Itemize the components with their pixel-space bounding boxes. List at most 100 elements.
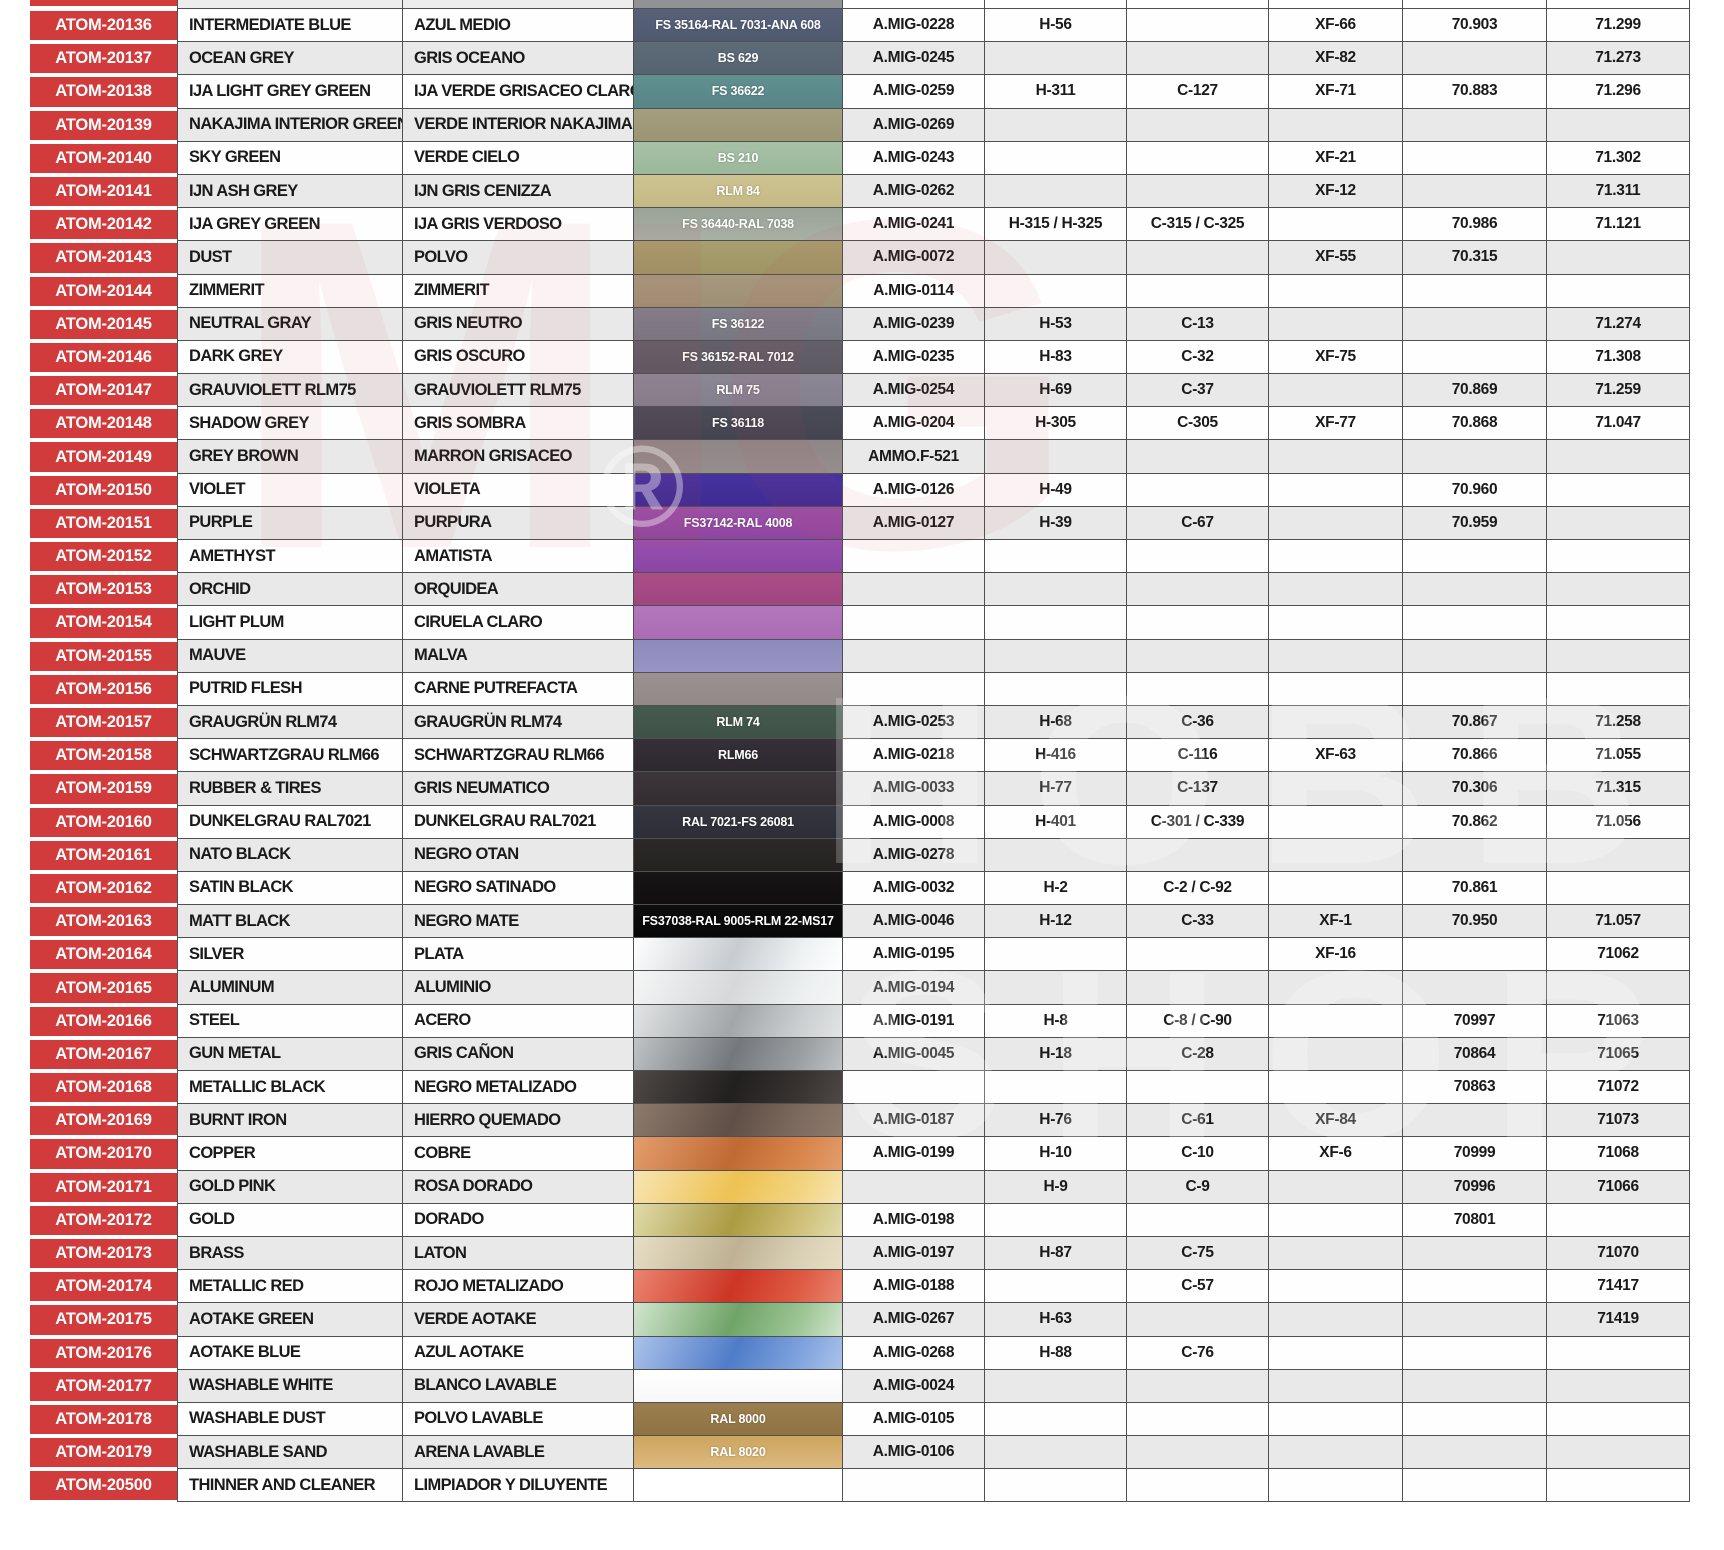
tamiya-xf-ref-cell: XF-66 — [1269, 9, 1403, 43]
name-spanish-cell: PURPURA — [403, 506, 634, 540]
aqueous-h-ref-cell: H-49 — [985, 473, 1127, 507]
atom-code-cell: ATOM-20165 — [30, 971, 177, 1005]
code-chip: ATOM-20140 — [30, 143, 177, 173]
mr-color-c-ref-cell: C-301 / C-339 — [1127, 805, 1269, 839]
vallejo-70-ref-cell — [1403, 1336, 1547, 1370]
color-swatch-cell — [634, 772, 843, 806]
code-chip-partial — [30, 0, 177, 6]
ammo-mig-ref-cell: A.MIG-0106 — [843, 1436, 985, 1470]
aqueous-h-ref-cell: H-401 — [985, 805, 1127, 839]
vallejo-71-ref-cell: 71.273 — [1547, 42, 1690, 76]
vallejo-71-ref-cell: 71065 — [1547, 1037, 1690, 1071]
conversion-table: ATOM-20136 INTERMEDIATE BLUE AZUL MEDIO FS … — [30, 0, 1690, 1503]
vallejo-71-ref-cell: 71070 — [1547, 1236, 1690, 1271]
mr-color-c-ref-cell: C-315 / C-325 — [1127, 208, 1269, 242]
code-chip: ATOM-20144 — [30, 276, 177, 306]
aqueous-h-ref-cell — [985, 174, 1127, 209]
tamiya-xf-ref-cell — [1269, 1469, 1403, 1503]
tamiya-xf-ref-cell — [1269, 274, 1403, 308]
ammo-mig-ref-cell: A.MIG-0105 — [843, 1402, 985, 1437]
vallejo-70-ref-cell — [1403, 1369, 1547, 1403]
atom-code-cell: ATOM-20176 — [30, 1336, 177, 1370]
vallejo-70-ref-cell: 70996 — [1403, 1170, 1547, 1204]
aqueous-h-ref-cell: H-83 — [985, 340, 1127, 375]
ammo-mig-ref-cell: A.MIG-0218 — [843, 739, 985, 773]
color-swatch-cell: FS 35164-RAL 7031-ANA 608 — [634, 9, 843, 43]
name-spanish-cell: ZIMMERIT — [403, 274, 634, 308]
vallejo-70-ref-cell: 70801 — [1403, 1203, 1547, 1237]
tamiya-xf-ref-cell — [1269, 705, 1403, 740]
color-swatch-cell — [634, 1203, 843, 1237]
code-chip: ATOM-20171 — [30, 1172, 177, 1202]
vallejo-71-ref-cell: 71417 — [1547, 1270, 1690, 1304]
aqueous-h-ref-cell: H-88 — [985, 1336, 1127, 1370]
aqueous-h-ref-cell: H-315 / H-325 — [985, 208, 1127, 242]
vallejo-71-ref-cell: 71.308 — [1547, 340, 1690, 375]
aqueous-h-ref-cell: H-68 — [985, 705, 1127, 740]
code-chip: ATOM-20174 — [30, 1272, 177, 1302]
name-english-cell: IJN ASH GREY — [177, 174, 403, 209]
ammo-mig-ref-cell: A.MIG-0243 — [843, 141, 985, 175]
code-chip: ATOM-20139 — [30, 110, 177, 140]
vallejo-71-ref-cell-partial — [1547, 0, 1690, 9]
name-english-cell: PURPLE — [177, 506, 403, 540]
atom-code-cell: ATOM-20143 — [30, 241, 177, 275]
aqueous-h-ref-cell: H-12 — [985, 905, 1127, 939]
name-english-cell: ZIMMERIT — [177, 274, 403, 308]
mr-color-c-ref-cell — [1127, 9, 1269, 43]
color-swatch-cell — [634, 971, 843, 1005]
atom-code-cell: ATOM-20155 — [30, 639, 177, 673]
color-swatch-cell — [634, 1170, 843, 1204]
name-english-cell: WASHABLE WHITE — [177, 1369, 403, 1403]
vallejo-70-ref-cell: 70.315 — [1403, 241, 1547, 275]
color-swatch-cell — [634, 241, 843, 275]
color-swatch-cell: BS 629 — [634, 42, 843, 76]
vallejo-71-ref-cell: 71.274 — [1547, 307, 1690, 341]
name-spanish-cell: AZUL AOTAKE — [403, 1336, 634, 1370]
tamiya-xf-ref-cell — [1269, 639, 1403, 673]
atom-code-cell: ATOM-20173 — [30, 1236, 177, 1271]
code-chip: ATOM-20167 — [30, 1039, 177, 1069]
name-spanish-cell: LATON — [403, 1236, 634, 1271]
mr-color-c-ref-cell: C-9 — [1127, 1170, 1269, 1204]
atom-code-cell: ATOM-20161 — [30, 838, 177, 872]
color-swatch-cell — [634, 672, 843, 706]
code-chip: ATOM-20159 — [30, 774, 177, 804]
code-chip: ATOM-20164 — [30, 940, 177, 970]
vallejo-70-ref-cell — [1403, 573, 1547, 607]
vallejo-71-ref-cell — [1547, 1436, 1690, 1470]
vallejo-70-ref-cell: 70.862 — [1403, 805, 1547, 839]
tamiya-xf-ref-cell — [1269, 606, 1403, 640]
code-chip: ATOM-20153 — [30, 575, 177, 605]
code-chip: ATOM-20136 — [30, 11, 177, 41]
vallejo-70-ref-cell — [1403, 1469, 1547, 1503]
name-english-cell: SATIN BLACK — [177, 871, 403, 906]
vallejo-71-ref-cell: 71.047 — [1547, 407, 1690, 441]
atom-code-cell: ATOM-20171 — [30, 1170, 177, 1204]
atom-code-cell: ATOM-20157 — [30, 705, 177, 740]
aqueous-h-ref-cell: H-87 — [985, 1236, 1127, 1271]
aqueous-h-ref-cell — [985, 1270, 1127, 1304]
aqueous-h-ref-cell: H-77 — [985, 772, 1127, 806]
mr-color-c-ref-cell: C-33 — [1127, 905, 1269, 939]
color-swatch-cell — [634, 639, 843, 673]
tamiya-xf-ref-cell — [1269, 1004, 1403, 1038]
name-spanish-cell: DORADO — [403, 1203, 634, 1237]
code-chip: ATOM-20143 — [30, 243, 177, 273]
vallejo-70-ref-cell — [1403, 971, 1547, 1005]
aqueous-h-ref-cell: H-10 — [985, 1137, 1127, 1171]
code-chip: ATOM-20500 — [30, 1471, 177, 1501]
vallejo-71-ref-cell — [1547, 108, 1690, 142]
vallejo-70-ref-cell: 70.883 — [1403, 75, 1547, 109]
ammo-mig-ref-cell: A.MIG-0267 — [843, 1303, 985, 1337]
ammo-mig-ref-cell: A.MIG-0197 — [843, 1236, 985, 1271]
name-spanish-cell: GRIS NEUTRO — [403, 307, 634, 341]
name-spanish-cell: ORQUIDEA — [403, 573, 634, 607]
vallejo-71-ref-cell — [1547, 672, 1690, 706]
color-swatch-cell — [634, 274, 843, 308]
vallejo-71-ref-cell: 71073 — [1547, 1104, 1690, 1138]
atom-code-cell: ATOM-20144 — [30, 274, 177, 308]
aqueous-h-ref-cell — [985, 274, 1127, 308]
atom-code-cell: ATOM-20139 — [30, 108, 177, 142]
